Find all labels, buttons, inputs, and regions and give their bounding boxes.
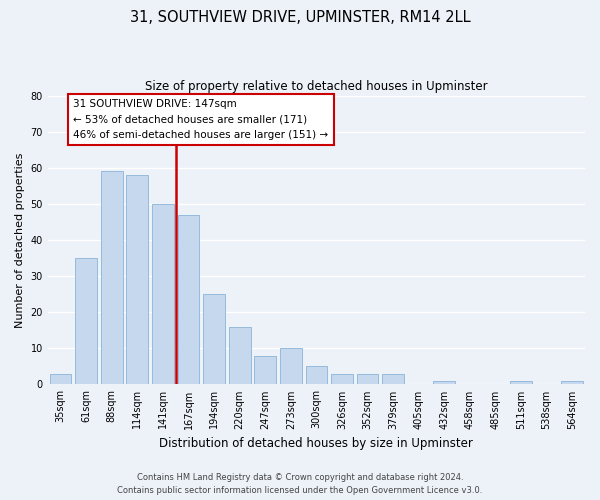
Text: 31, SOUTHVIEW DRIVE, UPMINSTER, RM14 2LL: 31, SOUTHVIEW DRIVE, UPMINSTER, RM14 2LL: [130, 10, 470, 25]
X-axis label: Distribution of detached houses by size in Upminster: Distribution of detached houses by size …: [160, 437, 473, 450]
Bar: [203, 294, 225, 384]
Bar: [356, 374, 379, 384]
Bar: [382, 374, 404, 384]
Bar: [305, 366, 327, 384]
Y-axis label: Number of detached properties: Number of detached properties: [15, 152, 25, 328]
Bar: [75, 258, 97, 384]
Bar: [254, 356, 276, 384]
Bar: [229, 326, 251, 384]
Text: 31 SOUTHVIEW DRIVE: 147sqm
← 53% of detached houses are smaller (171)
46% of sem: 31 SOUTHVIEW DRIVE: 147sqm ← 53% of deta…: [73, 99, 328, 140]
Title: Size of property relative to detached houses in Upminster: Size of property relative to detached ho…: [145, 80, 488, 93]
Bar: [562, 381, 583, 384]
Bar: [101, 172, 122, 384]
Bar: [152, 204, 174, 384]
Bar: [50, 374, 71, 384]
Bar: [178, 214, 199, 384]
Bar: [127, 175, 148, 384]
Text: Contains HM Land Registry data © Crown copyright and database right 2024.
Contai: Contains HM Land Registry data © Crown c…: [118, 474, 482, 495]
Bar: [331, 374, 353, 384]
Bar: [433, 381, 455, 384]
Bar: [510, 381, 532, 384]
Bar: [280, 348, 302, 384]
